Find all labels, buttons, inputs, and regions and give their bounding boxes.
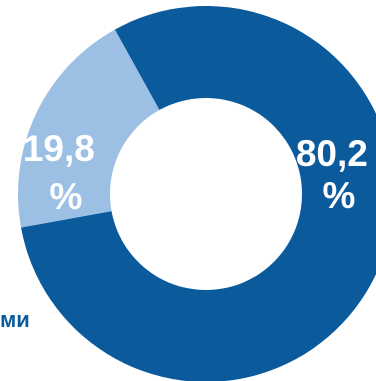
slice-small-value: 19,8 — [23, 128, 95, 169]
slice-large-label: 80,2 % — [296, 133, 376, 216]
slice-small-label: 19,8 % — [23, 128, 105, 217]
slice-small-unit: % — [50, 176, 83, 217]
slice-large-unit: % — [323, 175, 356, 216]
slice-large-value: 80,2 — [296, 133, 368, 174]
slice-large — [21, 6, 376, 381]
donut-hole — [110, 98, 302, 290]
category-label-fragment: ми — [0, 307, 30, 332]
